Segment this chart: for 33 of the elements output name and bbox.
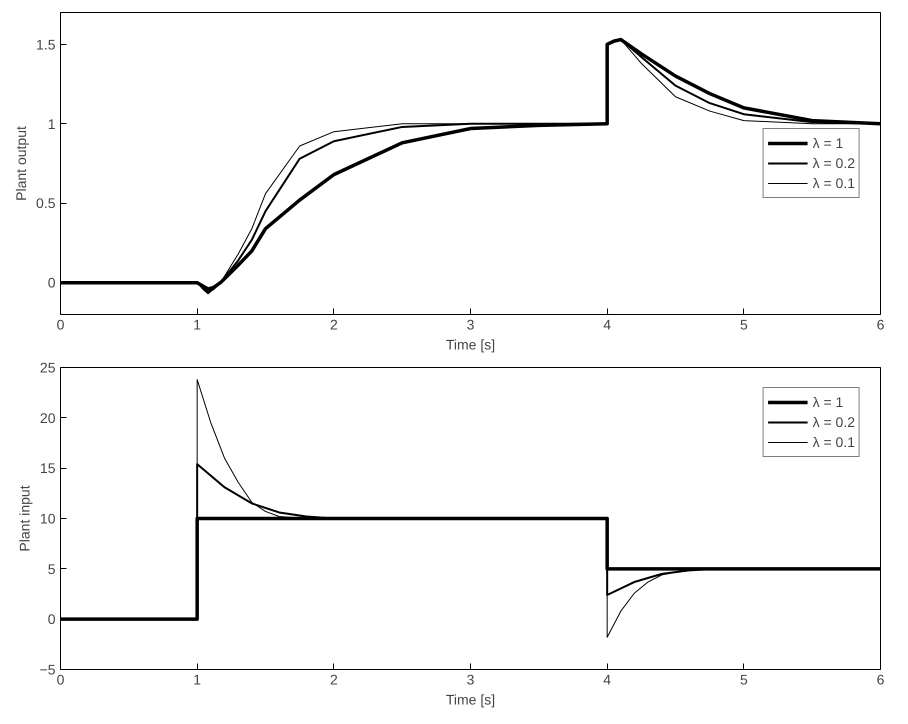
y-tick-label: 15 (40, 460, 56, 476)
x-tick-label: 3 (466, 672, 475, 688)
legend-label: λ = 1 (812, 135, 844, 151)
legend-label: λ = 0.1 (812, 175, 855, 191)
x-tick-label: 5 (740, 316, 748, 332)
y-tick-label: 0 (48, 611, 56, 628)
y-tick-label: 25 (40, 360, 56, 376)
y-axis-title: Plant input (16, 485, 33, 552)
y-tick-label: 20 (40, 410, 56, 426)
y-tick-label: 1 (48, 116, 56, 132)
x-axis-title: Time [s] (446, 336, 496, 352)
y-tick-label: −5 (40, 662, 56, 678)
y-tick-label: 5 (48, 560, 56, 577)
legend-label: λ = 0.1 (812, 434, 855, 450)
x-tick-label: 1 (193, 672, 202, 688)
y-axis-title: Plant output (13, 126, 30, 201)
x-axis-title: Time [s] (446, 692, 496, 708)
x-tick-label: 3 (466, 316, 475, 332)
y-tick-label: 0 (48, 274, 56, 291)
x-tick-label: 6 (876, 672, 885, 688)
x-tick-label: 4 (603, 316, 612, 332)
legend-label: λ = 0.2 (812, 155, 855, 171)
y-tick-label: 1.5 (36, 36, 56, 52)
x-tick-label: 2 (330, 672, 338, 688)
x-tick-label: 5 (740, 672, 748, 688)
legend-label: λ = 1 (812, 394, 844, 410)
legend-label: λ = 0.2 (812, 414, 855, 430)
x-tick-label: 1 (193, 316, 202, 332)
x-tick-label: 4 (603, 672, 612, 688)
y-tick-label: 10 (40, 510, 56, 526)
x-tick-label: 2 (330, 316, 338, 332)
x-tick-label: 6 (876, 316, 885, 332)
y-tick-label: 0.5 (36, 195, 56, 212)
